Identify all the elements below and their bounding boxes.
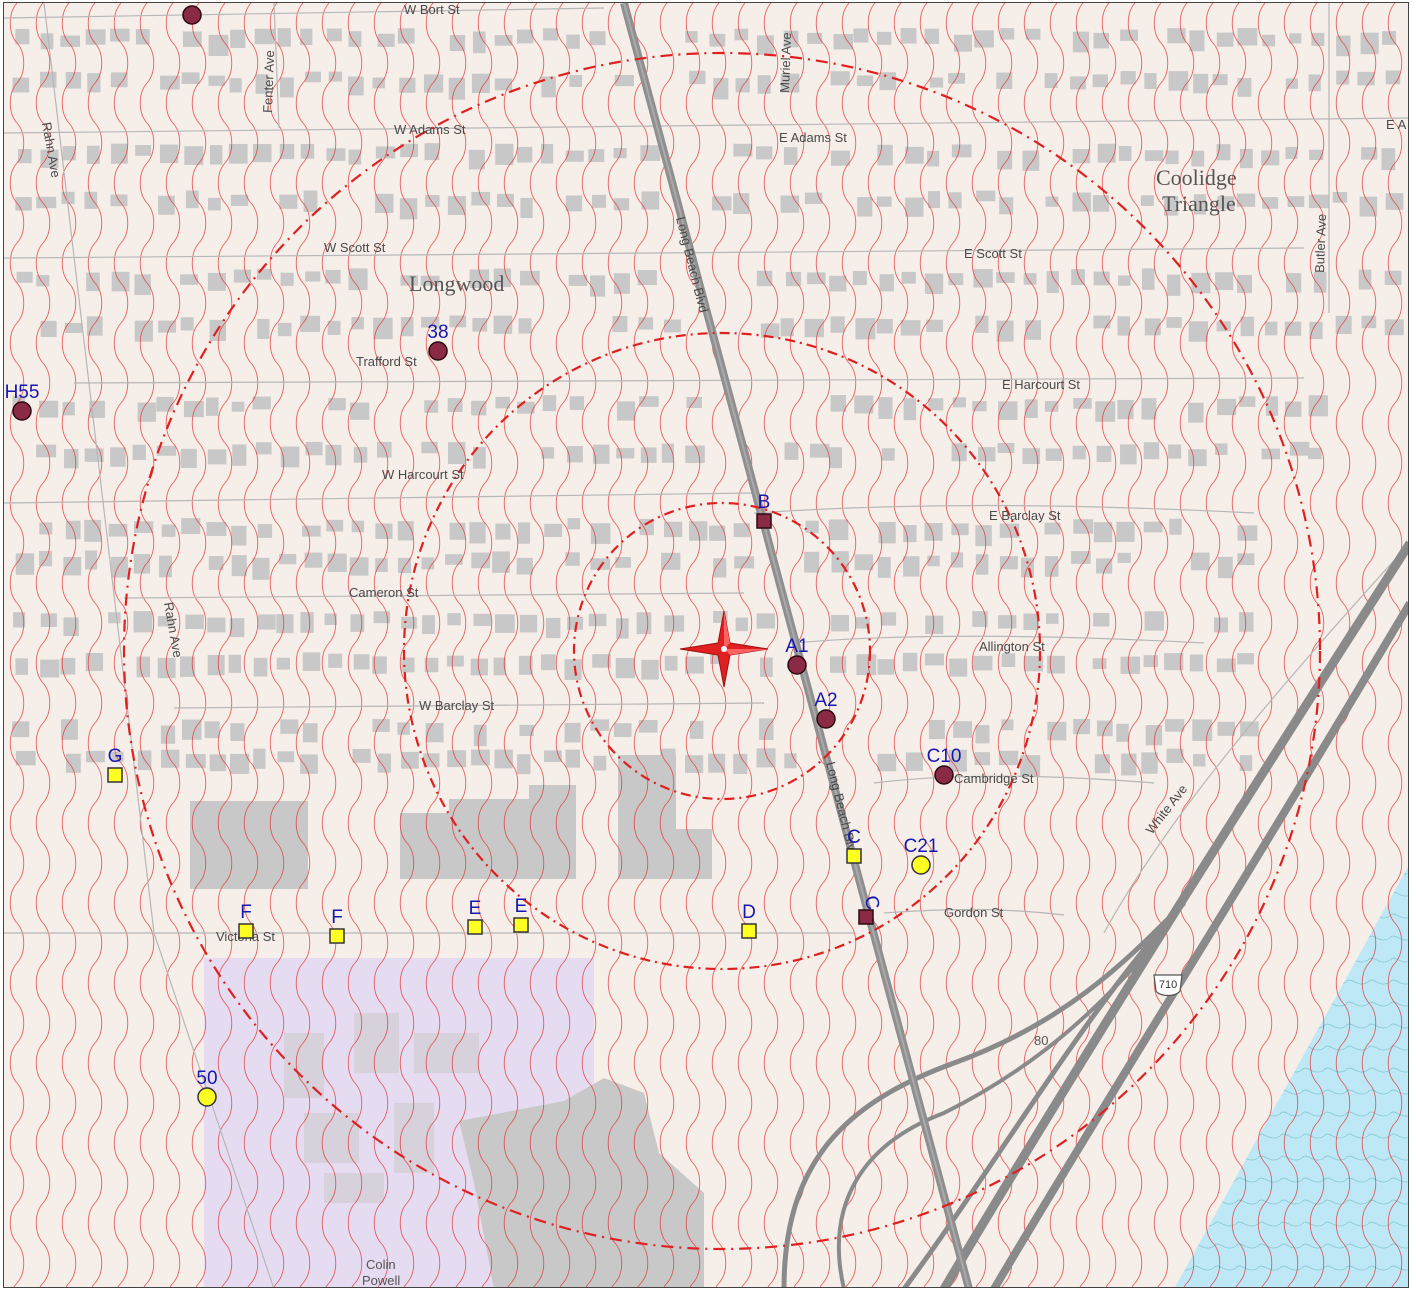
inner-ring (572, 501, 872, 801)
site-label: E (469, 898, 482, 919)
site-label: A1 (785, 636, 808, 657)
site-label: F (331, 907, 343, 928)
map-canvas[interactable]: 710 80 W Bort St Fenter Ave W Adams St E Ad… (3, 2, 1409, 1288)
street-label: Trafford St (356, 354, 417, 369)
middle-ring (402, 331, 1042, 971)
street-label: W Bort St (404, 3, 460, 17)
school-label-line1: Colin (366, 1257, 396, 1272)
street-label: E Barclay St (989, 508, 1061, 523)
site-marker[interactable] (428, 341, 448, 361)
street-label: W Scott St (324, 240, 386, 255)
site-marker[interactable] (846, 848, 862, 864)
street-label: E A (1386, 117, 1407, 132)
site-marker[interactable] (197, 1087, 217, 1107)
street-label: Cameron St (349, 585, 419, 600)
site-marker[interactable] (787, 655, 807, 675)
site-marker[interactable] (741, 923, 757, 939)
site-marker[interactable] (238, 923, 254, 939)
site-marker[interactable] (858, 909, 874, 925)
compass-star-icon[interactable] (679, 610, 769, 688)
street-label: E Adams St (779, 130, 847, 145)
site-marker[interactable] (107, 767, 123, 783)
site-marker[interactable] (467, 919, 483, 935)
street-label: W Harcourt St (382, 467, 464, 482)
site-label: A2 (814, 690, 837, 711)
street-label: W Adams St (394, 122, 466, 137)
street-label: W Barclay St (419, 698, 495, 713)
site-marker[interactable] (182, 5, 202, 25)
highway-shield-icon: 710 (1153, 974, 1183, 997)
site-marker[interactable] (911, 855, 931, 875)
site-label: D (742, 902, 756, 923)
neighborhood-longwood: Longwood (409, 271, 504, 296)
street-label: Gordon St (944, 905, 1004, 920)
site-label: 38 (427, 322, 448, 343)
street-label: E Scott St (964, 246, 1022, 261)
outer-ring (122, 51, 1322, 1251)
street-label: Allington St (979, 639, 1045, 654)
neighborhood-triangle: Triangle (1162, 191, 1236, 216)
neighborhood-coolidge: Coolidge (1156, 165, 1237, 190)
site-marker[interactable] (12, 401, 32, 421)
map-svg[interactable]: 710 80 W Bort St Fenter Ave W Adams St E Ad… (4, 3, 1409, 1288)
site-label: 50 (196, 1068, 217, 1089)
site-label: B (758, 492, 771, 513)
site-label: H55 (5, 382, 40, 403)
site-label: E (515, 896, 528, 917)
site-label: C (859, 893, 883, 911)
site-marker[interactable] (756, 513, 772, 529)
site-markers: 38 H55 B A1 A2 C10 C C21 C D E E F F G 50 (5, 5, 962, 1107)
street-label: Cambridge St (954, 771, 1034, 786)
site-label: C10 (927, 746, 962, 767)
street-label: E Harcourt St (1002, 377, 1080, 392)
site-label: G (108, 746, 123, 767)
highway-shield-number: 710 (1159, 979, 1177, 991)
site-label: F (240, 902, 252, 923)
long-beach-blvd-edge (623, 3, 970, 1287)
site-label: C (847, 827, 861, 848)
highway-number-label: 80 (1034, 1033, 1048, 1048)
site-marker[interactable] (816, 709, 836, 729)
site-label: C21 (904, 836, 939, 857)
site-marker[interactable] (513, 917, 529, 933)
site-marker[interactable] (934, 765, 954, 785)
site-marker[interactable] (329, 928, 345, 944)
street-label: Fenter Ave (260, 50, 277, 113)
street-label: Butler Ave (1312, 214, 1329, 274)
school-label-line2: Powell (362, 1273, 400, 1288)
street-label: Muriel Ave (777, 32, 794, 93)
street-lines (4, 3, 1408, 1287)
